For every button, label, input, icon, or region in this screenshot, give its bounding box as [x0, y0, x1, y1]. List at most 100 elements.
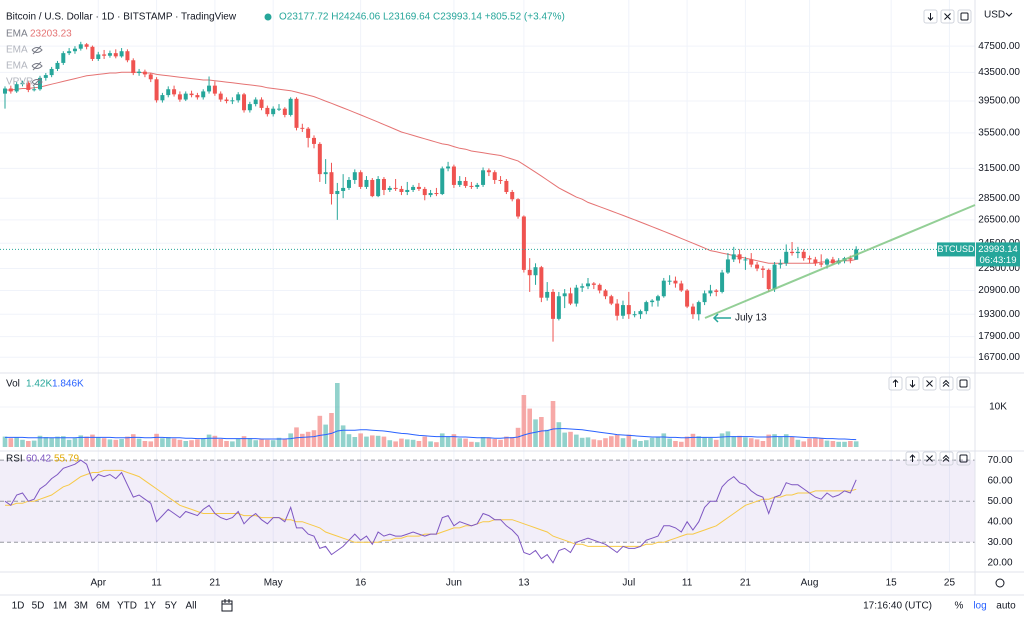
- volume-bar: [678, 441, 684, 447]
- ema-legend-value: 23203.23: [30, 29, 72, 40]
- volume-bar: [620, 438, 626, 447]
- candle-body: [527, 269, 532, 276]
- button-down[interactable]: [923, 9, 938, 24]
- range-button[interactable]: 5Y: [165, 601, 178, 612]
- currency[interactable]: USD: [984, 10, 1005, 21]
- candle-body: [212, 85, 217, 94]
- button-close[interactable]: [922, 376, 937, 391]
- volume-bar: [107, 439, 113, 447]
- range-button[interactable]: YTD: [117, 601, 137, 612]
- volume-bar: [148, 441, 154, 447]
- volume-bar: [171, 438, 177, 447]
- rsi-ma-value: 55.79: [54, 454, 79, 465]
- candle-body: [172, 89, 177, 95]
- volume-bar: [130, 434, 136, 447]
- candle-body: [416, 186, 421, 189]
- scale-option[interactable]: %: [955, 601, 964, 612]
- range-button[interactable]: All: [185, 601, 196, 612]
- candle-body: [725, 259, 730, 273]
- candle-body: [498, 179, 503, 181]
- volume-bar: [288, 433, 293, 447]
- candle-body: [393, 187, 398, 189]
- volume-bar: [136, 438, 142, 447]
- x-tick-label: 11: [682, 578, 693, 589]
- volume-bar: [346, 434, 352, 447]
- candle-body: [218, 93, 223, 100]
- scale-option[interactable]: log: [973, 601, 986, 612]
- candle-body: [43, 75, 48, 78]
- volume-bar: [358, 433, 363, 447]
- volume-bar: [335, 383, 340, 447]
- volume-bar: [445, 436, 451, 447]
- volume-bar: [230, 441, 235, 447]
- candle-body: [568, 293, 573, 304]
- y-tick-label: 19300.00: [978, 309, 1020, 320]
- button-hide[interactable]: [939, 451, 954, 466]
- candle-body: [766, 269, 771, 290]
- date-range-icon[interactable]: [221, 599, 233, 612]
- range-button[interactable]: 1M: [53, 601, 67, 612]
- candle-body: [469, 185, 474, 187]
- candle-body: [224, 99, 229, 102]
- volume-bar: [743, 437, 748, 447]
- candle-body: [597, 284, 602, 291]
- button-close[interactable]: [940, 9, 955, 24]
- volume-bar: [533, 419, 538, 447]
- volume-bar: [830, 441, 836, 447]
- volume-bar: [713, 439, 719, 447]
- clock: 17:16:40 (UTC): [863, 601, 932, 612]
- volume-bar: [241, 436, 247, 447]
- button-maximize[interactable]: [957, 9, 972, 24]
- x-tick-label: 21: [209, 578, 221, 589]
- y-tick-label: 30.00: [987, 537, 1012, 548]
- candle-body: [259, 99, 264, 108]
- range-button[interactable]: 1Y: [144, 601, 157, 612]
- volume-bar: [824, 440, 830, 447]
- volume-bar: [428, 441, 433, 447]
- scale-option[interactable]: auto: [996, 601, 1016, 612]
- y-tick-label: 47500.00: [978, 41, 1020, 52]
- candle-body: [603, 290, 608, 297]
- volume-bar: [206, 434, 212, 447]
- range-button[interactable]: 6M: [96, 601, 110, 612]
- candle-body: [14, 84, 19, 92]
- candle-body: [510, 191, 515, 200]
- main-pane-buttons: [923, 9, 972, 24]
- volume-bar: [451, 434, 457, 447]
- button-down[interactable]: [905, 376, 920, 391]
- candle-body: [277, 108, 282, 110]
- volume-bar: [154, 433, 159, 447]
- candle-body: [591, 283, 596, 285]
- volume-bar: [754, 439, 760, 447]
- candle-body: [784, 251, 789, 264]
- candle-body: [20, 82, 25, 85]
- range-button[interactable]: 5D: [32, 601, 45, 612]
- volume-bar: [61, 436, 66, 447]
- candle-body: [486, 170, 491, 173]
- candle-body: [807, 258, 812, 260]
- button-maximize[interactable]: [956, 451, 971, 466]
- y-tick-label: 16700.00: [978, 352, 1020, 363]
- candle-body: [615, 303, 620, 316]
- trend-line[interactable]: [704, 204, 976, 319]
- volume-bar: [544, 429, 550, 447]
- candle-body: [72, 48, 77, 52]
- settings-icon[interactable]: [995, 578, 1005, 588]
- button-up[interactable]: [888, 376, 903, 391]
- range-button[interactable]: 1D: [12, 601, 25, 612]
- candle-body: [714, 290, 719, 292]
- volume-bar: [276, 437, 282, 447]
- candle-body: [96, 54, 101, 59]
- indicator-legend: VPVR: [6, 77, 33, 88]
- button-maximize[interactable]: [956, 376, 971, 391]
- candle-body: [3, 88, 7, 94]
- volume-bar: [708, 437, 713, 447]
- candle-body: [166, 89, 171, 96]
- button-up[interactable]: [905, 451, 920, 466]
- button-hide[interactable]: [939, 376, 954, 391]
- range-button[interactable]: 3M: [74, 601, 88, 612]
- button-close[interactable]: [922, 451, 937, 466]
- volume-bar: [113, 439, 119, 447]
- volume-bar: [387, 440, 393, 447]
- volume-bar: [369, 435, 375, 447]
